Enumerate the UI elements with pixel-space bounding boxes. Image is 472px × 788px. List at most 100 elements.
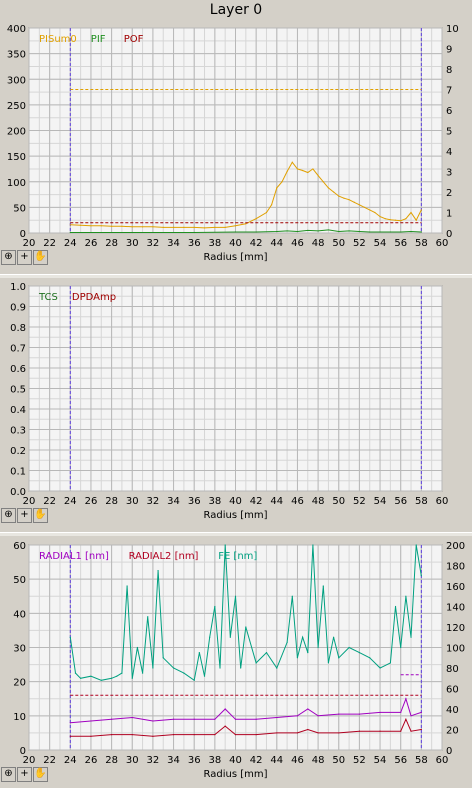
data-point bbox=[234, 231, 237, 233]
data-point bbox=[152, 226, 154, 228]
data-point bbox=[348, 199, 350, 201]
y2-tick-label: 3 bbox=[446, 168, 452, 179]
x-tick-label: 56 bbox=[394, 238, 407, 249]
data-point bbox=[410, 230, 412, 233]
hand-pan-icon[interactable]: ✋ bbox=[33, 250, 48, 265]
series-line bbox=[70, 161, 422, 229]
x-tick-label: 52 bbox=[353, 496, 366, 507]
data-point bbox=[348, 646, 350, 649]
chart-svg: 20 22 24 26 28 30 32 34 36 38 40 42 44 46 48 50 52 54 56 58… bbox=[10, 282, 449, 521]
data-point bbox=[317, 732, 319, 734]
data-point bbox=[203, 675, 206, 677]
data-point bbox=[307, 708, 309, 710]
data-point bbox=[183, 672, 185, 674]
zoom-icon[interactable]: ⊕ bbox=[1, 250, 16, 265]
data-point bbox=[420, 711, 422, 714]
x-tick-label: 48 bbox=[312, 755, 325, 766]
data-point bbox=[265, 652, 268, 654]
data-point bbox=[255, 231, 257, 233]
x-tick-label: 60 bbox=[436, 496, 449, 507]
y-tick-label: 0.9 bbox=[10, 303, 26, 314]
crosshair-icon[interactable]: + bbox=[17, 508, 32, 523]
data-point bbox=[363, 206, 366, 208]
data-point bbox=[369, 231, 371, 233]
x-tick-label: 58 bbox=[415, 755, 428, 766]
x-tick-label: 20 bbox=[23, 755, 36, 766]
y-tick-label: 40 bbox=[13, 609, 26, 620]
data-point bbox=[296, 657, 299, 659]
hand-pan-icon[interactable]: ✋ bbox=[33, 508, 48, 523]
x-tick-label: 36 bbox=[188, 755, 201, 766]
data-point bbox=[131, 677, 133, 679]
data-point bbox=[400, 220, 402, 222]
data-point bbox=[327, 187, 330, 189]
data-point bbox=[111, 718, 113, 720]
x-tick-label: 20 bbox=[23, 238, 36, 249]
x-tick-label: 22 bbox=[43, 496, 56, 507]
data-point bbox=[69, 636, 71, 638]
hand-pan-icon[interactable]: ✋ bbox=[33, 767, 48, 782]
y-tick-label: 100 bbox=[7, 178, 26, 189]
y2-tick-label: 10 bbox=[446, 24, 459, 35]
data-point bbox=[234, 734, 237, 736]
data-point bbox=[229, 636, 231, 638]
data-point bbox=[162, 226, 164, 228]
x-tick-label: 58 bbox=[415, 496, 428, 507]
x-axis-label: Radius [mm] bbox=[204, 252, 268, 263]
x-axis-label: Radius [mm] bbox=[204, 510, 268, 521]
x-tick-label: 60 bbox=[436, 238, 449, 249]
zoom-icon[interactable]: ⊕ bbox=[1, 767, 16, 782]
x-tick-label: 46 bbox=[291, 755, 304, 766]
crosshair-icon[interactable]: + bbox=[17, 767, 32, 782]
data-point bbox=[214, 605, 216, 608]
x-tick-label: 48 bbox=[312, 496, 325, 507]
y2-tick-label: 2 bbox=[446, 188, 452, 199]
data-point bbox=[369, 209, 371, 211]
data-point bbox=[111, 734, 113, 736]
y-tick-label: 250 bbox=[7, 101, 26, 112]
y-tick-label: 50 bbox=[13, 203, 26, 214]
y2-tick-label: 160 bbox=[446, 582, 465, 593]
x-tick-label: 24 bbox=[64, 496, 77, 507]
y2-tick-label: 6 bbox=[446, 106, 452, 117]
data-point bbox=[286, 230, 288, 232]
y-tick-label: 0.2 bbox=[10, 446, 26, 457]
series-line bbox=[70, 718, 422, 737]
y2-tick-label: 0 bbox=[446, 229, 452, 240]
data-point bbox=[147, 616, 149, 618]
x-tick-label: 26 bbox=[85, 755, 98, 766]
data-point bbox=[358, 230, 360, 233]
data-point bbox=[245, 223, 247, 225]
series-line bbox=[70, 229, 422, 233]
data-point bbox=[111, 677, 113, 679]
data-point bbox=[224, 226, 226, 228]
y-tick-label: 0 bbox=[20, 746, 26, 757]
x-tick-label: 28 bbox=[105, 238, 118, 249]
x-tick-label: 20 bbox=[23, 496, 36, 507]
x-tick-label: 50 bbox=[332, 496, 345, 507]
data-point bbox=[255, 218, 257, 220]
chart-svg: 20 22 24 26 28 30 32 34 36 38 40 42 44 46 48 50 52 54 56 58… bbox=[7, 24, 459, 263]
x-tick-label: 34 bbox=[167, 496, 180, 507]
x-tick-label: 44 bbox=[270, 755, 283, 766]
x-tick-label: 54 bbox=[374, 755, 387, 766]
y2-tick-label: 9 bbox=[446, 45, 452, 56]
x-tick-label: 22 bbox=[43, 755, 56, 766]
data-point bbox=[152, 735, 154, 737]
data-point bbox=[255, 662, 257, 664]
zoom-icon[interactable]: ⊕ bbox=[1, 508, 16, 523]
x-tick-label: 36 bbox=[188, 496, 201, 507]
x-tick-label: 56 bbox=[394, 496, 407, 507]
x-tick-label: 32 bbox=[147, 238, 160, 249]
data-point bbox=[100, 225, 102, 227]
data-point bbox=[379, 711, 381, 714]
data-point bbox=[296, 168, 299, 170]
crosshair-icon[interactable]: + bbox=[17, 250, 32, 265]
data-point bbox=[317, 646, 319, 649]
y-tick-label: 0.6 bbox=[10, 364, 26, 375]
data-point bbox=[420, 231, 422, 233]
x-tick-label: 50 bbox=[332, 755, 345, 766]
y-tick-label: 0.4 bbox=[10, 405, 26, 416]
x-tick-label: 50 bbox=[332, 238, 345, 249]
x-tick-label: 40 bbox=[229, 238, 242, 249]
